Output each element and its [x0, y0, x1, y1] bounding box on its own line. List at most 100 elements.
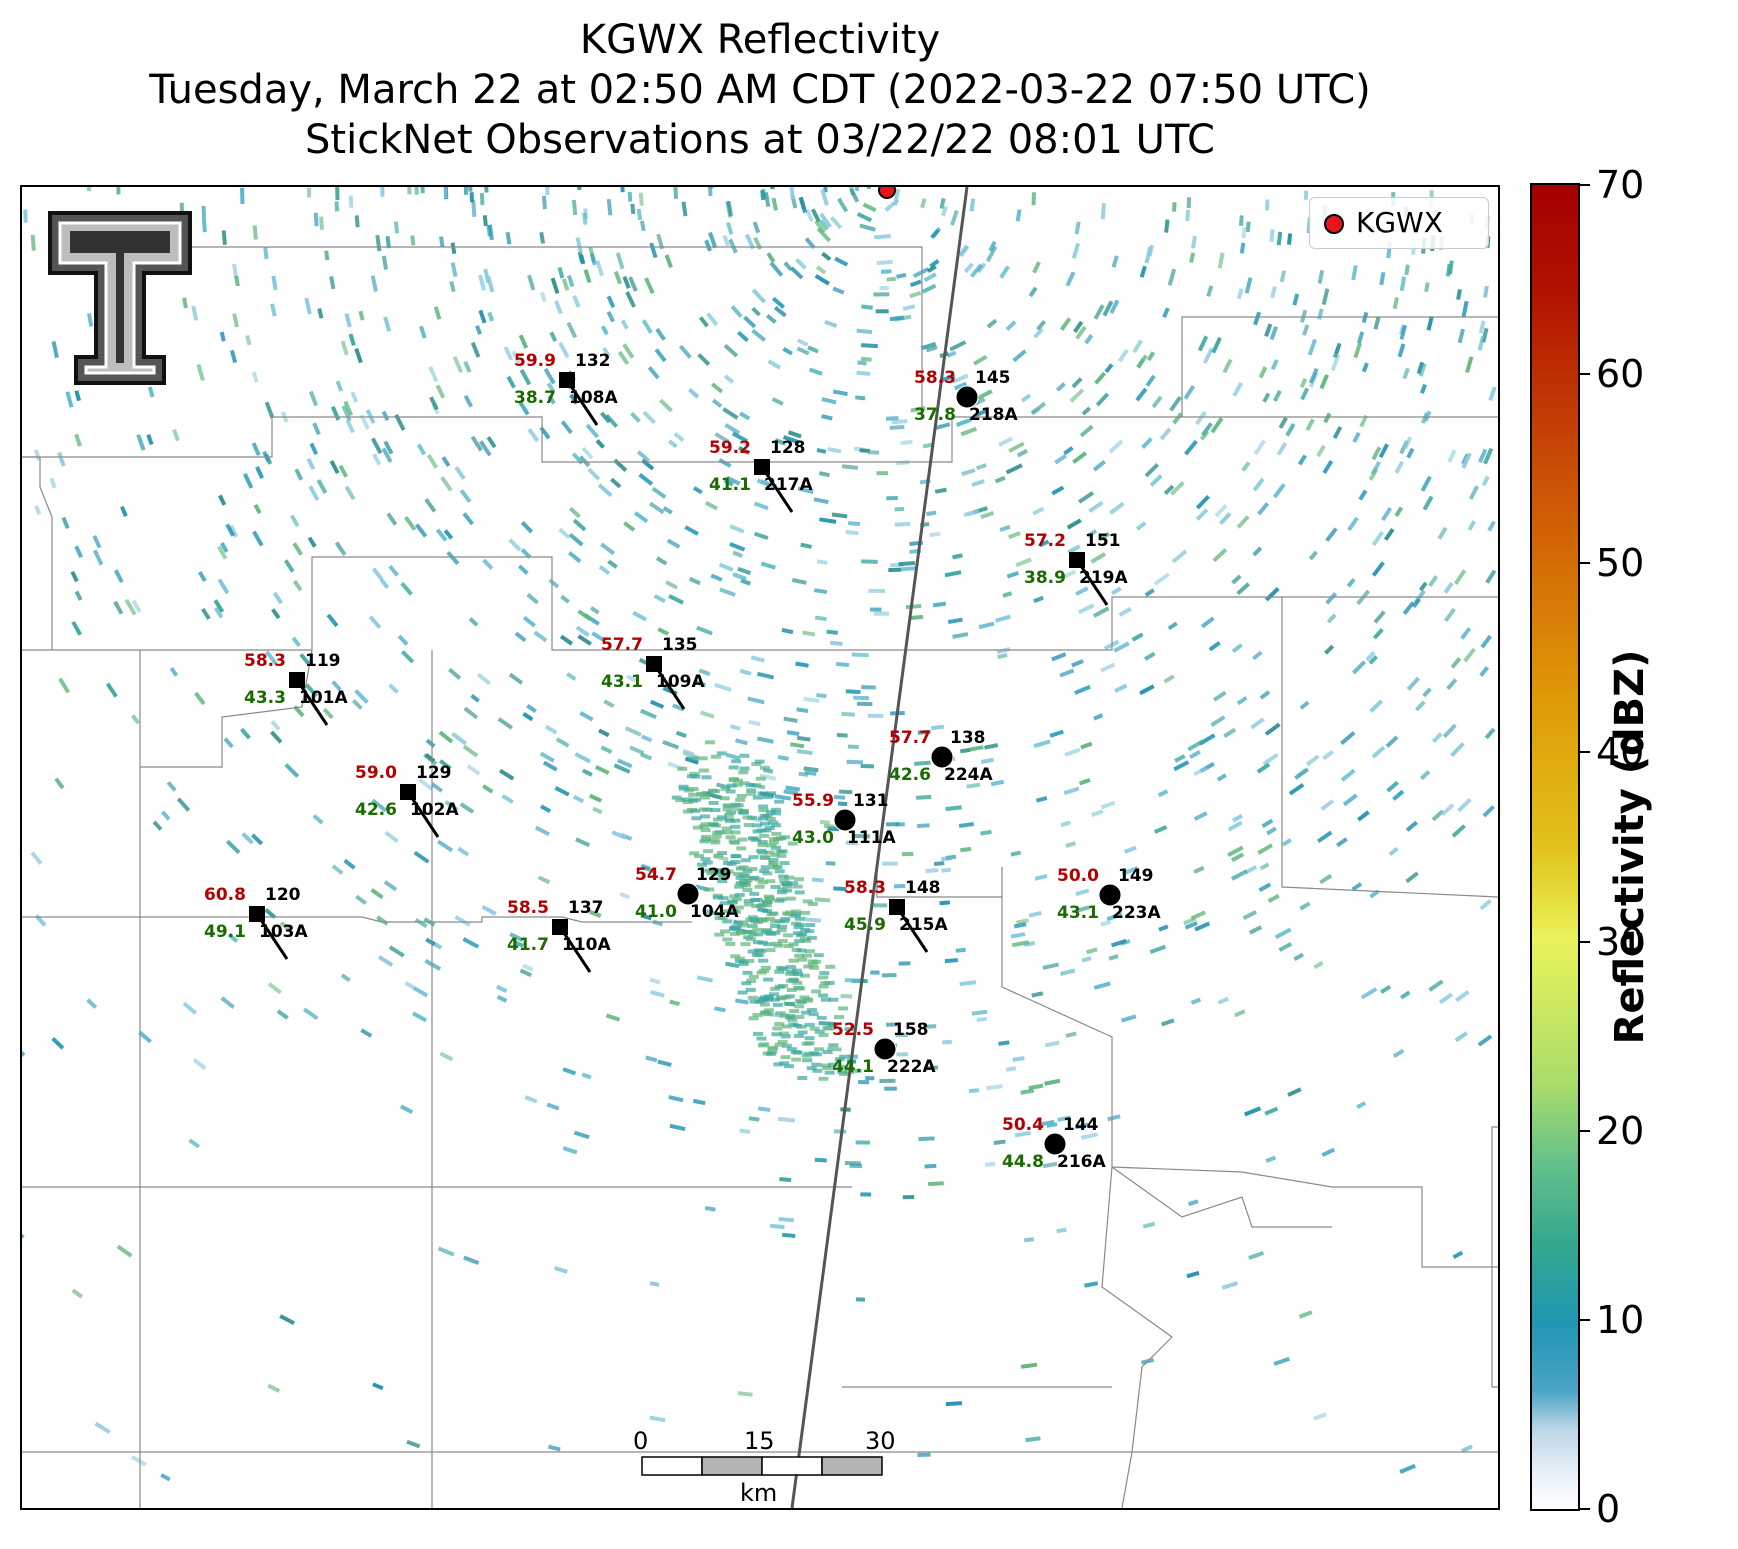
- station-marker-104A: [676, 882, 700, 906]
- colorbar-tick-label: 0: [1596, 1487, 1621, 1531]
- station-id-102A: 102A: [410, 800, 459, 820]
- station-id-110A: 110A: [562, 935, 611, 955]
- station-dir-218A: 145: [975, 368, 1011, 388]
- station-id-104A: 104A: [690, 902, 739, 922]
- legend-radar-marker: [1324, 214, 1344, 234]
- wind-barb-219A: [1075, 559, 1109, 606]
- station-temp-217A: 59.2: [709, 438, 751, 458]
- station-temp-224A: 57.7: [889, 728, 931, 748]
- station-dir-102A: 129: [416, 763, 452, 783]
- colorbar-tick-label: 10: [1596, 1297, 1645, 1342]
- station-dir-219A: 151: [1085, 531, 1121, 551]
- station-dew-217A: 41.1: [709, 475, 751, 495]
- station-dew-109A: 43.1: [601, 672, 643, 692]
- station-dew-216A: 44.8: [1002, 1152, 1044, 1172]
- station-id-108A: 108A: [569, 388, 618, 408]
- county-boundaries: [22, 242, 1498, 1508]
- station-markers: [249, 372, 1122, 1156]
- station-temp-110A: 58.5: [507, 898, 549, 918]
- radar-map[interactable]: KGWX 0 15 30 km 59.9 132 38.7 108A 58.3 145 37…: [20, 185, 1500, 1510]
- station-dir-215A: 148: [905, 878, 941, 898]
- station-dew-110A: 41.7: [507, 935, 549, 955]
- station-marker-216A: [1043, 1132, 1067, 1156]
- colorbar-tick-mark: [1580, 562, 1590, 565]
- station-temp-222A: 52.5: [832, 1020, 874, 1040]
- reflectivity-field: [22, 187, 1497, 1482]
- wind-barb-110A: [558, 926, 592, 973]
- station-id-223A: 223A: [1112, 903, 1161, 923]
- station-temp-102A: 59.0: [355, 763, 397, 783]
- station-dir-223A: 149: [1118, 866, 1154, 886]
- station-dew-218A: 37.8: [914, 405, 956, 425]
- station-dew-104A: 41.0: [635, 902, 677, 922]
- wind-barb-108A: [565, 379, 599, 426]
- station-id-109A: 109A: [656, 672, 705, 692]
- station-temp-101A: 58.3: [244, 651, 286, 671]
- map-subtitle-obs: StickNet Observations at 03/22/22 08:01 …: [305, 117, 1215, 163]
- wind-barb-103A: [255, 913, 289, 960]
- station-dew-224A: 42.6: [889, 765, 931, 785]
- colorbar-tick-mark: [1580, 373, 1590, 376]
- colorbar-tick-label: 40: [1596, 730, 1645, 775]
- station-marker-218A: [955, 385, 979, 409]
- station-dir-108A: 132: [575, 351, 611, 371]
- colorbar-tick-label: 70: [1596, 163, 1645, 207]
- station-dew-103A: 49.1: [204, 922, 246, 942]
- texas-tech-logo: [44, 207, 196, 389]
- map-subtitle-time: Tuesday, March 22 at 02:50 AM CDT (2022-…: [149, 67, 1371, 113]
- station-id-103A: 103A: [259, 922, 308, 942]
- station-temp-108A: 59.9: [514, 351, 556, 371]
- wind-barb-101A: [295, 679, 329, 726]
- colorbar-tick-label: 50: [1596, 541, 1645, 586]
- map-title: KGWX Reflectivity: [579, 17, 941, 63]
- station-dew-222A: 44.1: [832, 1057, 874, 1077]
- station-temp-111A: 55.9: [792, 791, 834, 811]
- station-dew-108A: 38.7: [514, 388, 556, 408]
- station-marker-223A: [1098, 883, 1122, 907]
- scale-unit: km: [740, 1479, 778, 1507]
- legend-label: KGWX: [1356, 206, 1443, 239]
- station-dew-215A: 45.9: [844, 915, 886, 935]
- station-id-217A: 217A: [764, 475, 813, 495]
- station-dir-104A: 129: [696, 865, 732, 885]
- wind-barb-215A: [895, 906, 929, 953]
- colorbar-tick-mark: [1580, 1129, 1590, 1132]
- wind-barb-109A: [652, 663, 686, 710]
- station-temp-218A: 58.3: [914, 368, 956, 388]
- map-legend: KGWX: [1309, 197, 1489, 249]
- station-temp-104A: 54.7: [635, 865, 677, 885]
- station-id-224A: 224A: [944, 765, 993, 785]
- colorbar-tick-mark: [1580, 940, 1590, 943]
- station-dir-222A: 158: [893, 1020, 929, 1040]
- station-dir-217A: 128: [770, 438, 806, 458]
- colorbar-tick-label: 20: [1596, 1108, 1645, 1153]
- station-temp-223A: 50.0: [1057, 866, 1099, 886]
- station-temp-219A: 57.2: [1024, 531, 1066, 551]
- reflectivity-colorbar: [1530, 183, 1580, 1511]
- station-id-222A: 222A: [887, 1057, 936, 1077]
- beam-line: [790, 187, 969, 1508]
- station-dir-224A: 138: [950, 728, 986, 748]
- station-dir-216A: 144: [1063, 1115, 1099, 1135]
- station-dew-102A: 42.6: [355, 800, 397, 820]
- station-temp-215A: 58.3: [844, 878, 886, 898]
- station-dew-111A: 43.0: [792, 828, 834, 848]
- colorbar-tick-mark: [1580, 751, 1590, 754]
- wind-barb-217A: [760, 466, 794, 513]
- station-dir-103A: 120: [265, 885, 301, 905]
- scale-bar: [641, 1456, 883, 1476]
- station-dir-101A: 119: [305, 651, 341, 671]
- station-dir-109A: 135: [662, 635, 698, 655]
- station-temp-103A: 60.8: [204, 885, 246, 905]
- colorbar-tick-mark: [1580, 1508, 1590, 1510]
- station-id-215A: 215A: [899, 915, 948, 935]
- station-dir-110A: 137: [568, 898, 604, 918]
- colorbar-tick-label: 60: [1596, 352, 1645, 397]
- colorbar-label: Reflectivity (dBZ): [1607, 649, 1653, 1045]
- wind-barb-102A: [406, 791, 440, 838]
- station-id-216A: 216A: [1057, 1152, 1106, 1172]
- station-temp-216A: 50.4: [1002, 1115, 1044, 1135]
- station-id-111A: 111A: [847, 828, 896, 848]
- station-marker-224A: [930, 745, 954, 769]
- station-id-101A: 101A: [299, 688, 348, 708]
